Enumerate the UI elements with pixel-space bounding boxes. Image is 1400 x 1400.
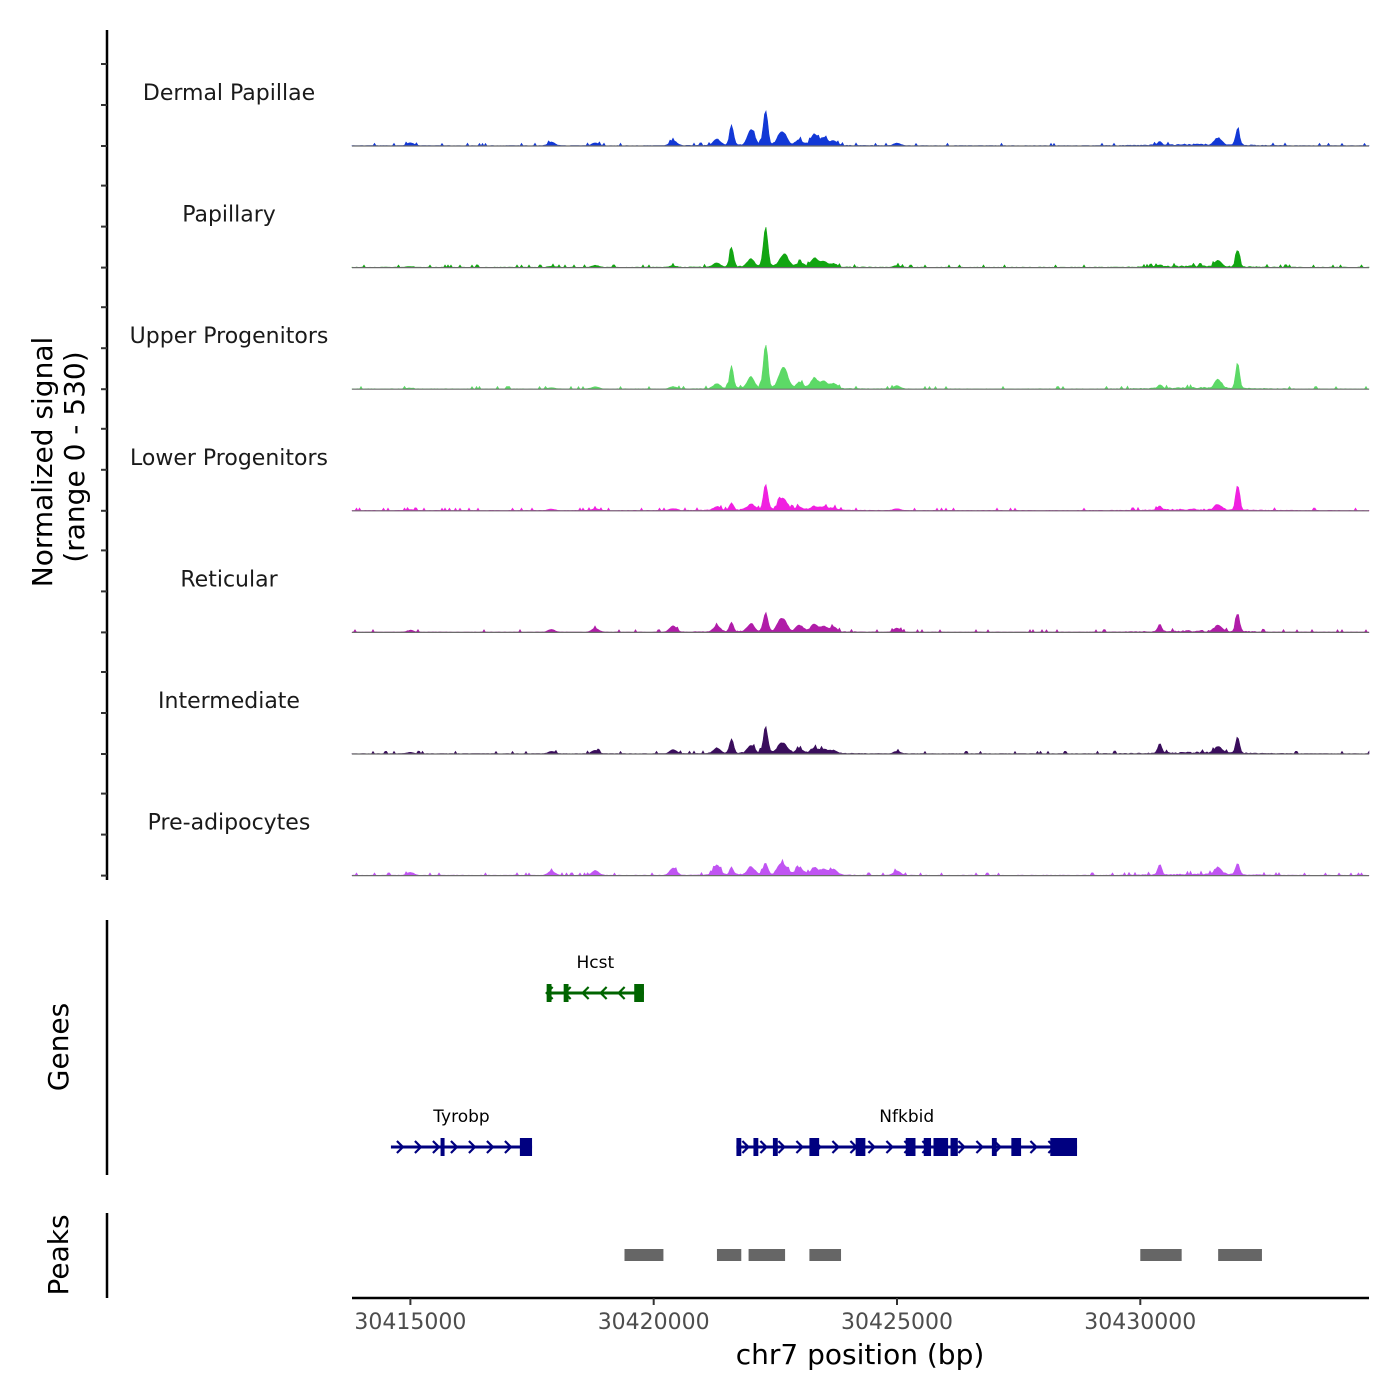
signal-area: [351, 483, 1370, 512]
strand-arrow: [581, 986, 590, 1000]
exon: [991, 1138, 997, 1156]
peak-track-title: Peaks: [42, 1214, 75, 1295]
strand-arrow: [795, 1140, 804, 1154]
y-axis-title: Normalized signal: [26, 337, 59, 588]
signal-area: [351, 611, 1370, 633]
track-5: Reticular: [180, 567, 1370, 634]
strand-arrow: [414, 1140, 423, 1154]
strand-arrow: [1029, 1140, 1038, 1154]
gene-hcst: Hcst: [545, 953, 644, 1002]
peak-region: [1218, 1249, 1262, 1261]
x-axis-title: chr7 position (bp): [736, 1338, 985, 1371]
peak-region: [716, 1249, 742, 1261]
signal-area: [351, 227, 1370, 268]
x-axis: 30415000 30420000 30425000 30430000: [352, 1296, 1369, 1335]
signal-area: [351, 858, 1370, 876]
strand-arrow: [885, 1140, 894, 1154]
exon: [855, 1138, 866, 1156]
strand-arrow: [741, 1140, 750, 1154]
strand-arrow: [957, 1140, 966, 1154]
track-label: Reticular: [180, 567, 278, 592]
peak-region: [809, 1249, 842, 1261]
gene-track: Genes Hcst Tyrobp Nfkbid: [42, 920, 1078, 1175]
strand-arrow: [468, 1140, 477, 1154]
exon: [933, 1138, 949, 1156]
peak-region: [748, 1249, 786, 1261]
exon: [563, 984, 569, 1002]
strand-arrow: [831, 1140, 840, 1154]
exon: [634, 984, 644, 1002]
signal-area: [351, 345, 1370, 390]
exon: [950, 1138, 958, 1156]
signal-area: [351, 725, 1370, 755]
exon: [546, 984, 552, 1002]
x-tick-label: 30415000: [354, 1310, 466, 1335]
track-label: Pre-adipocytes: [148, 811, 311, 836]
exon: [1050, 1138, 1078, 1156]
exon: [772, 1138, 778, 1156]
gene-label: Hcst: [576, 953, 614, 973]
gene-track-title: Genes: [42, 1003, 75, 1091]
signal-axis-ticks: [101, 63, 107, 877]
exon: [1011, 1138, 1022, 1156]
signal-y-axis: [101, 30, 109, 880]
track-label: Papillary: [182, 203, 276, 228]
peak-region: [624, 1249, 664, 1261]
x-tick-label: 30425000: [841, 1310, 953, 1335]
signal-tracks: Dermal Papillae Papillary Upper Progenitor…: [130, 81, 1370, 877]
track-7: Pre-adipocytes: [148, 811, 1370, 877]
strand-arrow: [396, 1140, 405, 1154]
exon: [736, 1138, 742, 1156]
strand-arrow: [599, 986, 608, 1000]
peak-track: Peaks: [42, 1213, 1262, 1298]
track-6: Intermediate: [158, 689, 1370, 755]
track-4: Lower Progenitors: [130, 446, 1370, 512]
gene-label: Nfkbid: [879, 1107, 934, 1127]
track-label: Upper Progenitors: [130, 324, 329, 349]
exon: [905, 1138, 916, 1156]
x-tick-label: 30420000: [598, 1310, 710, 1335]
exon: [753, 1138, 759, 1156]
strand-arrow: [975, 1140, 984, 1154]
gene-tyrobp: Tyrobp: [390, 1107, 533, 1156]
strand-arrow: [504, 1140, 513, 1154]
track-1: Dermal Papillae: [143, 81, 1370, 147]
track-2: Papillary: [182, 203, 1370, 269]
track-3: Upper Progenitors: [130, 324, 1370, 390]
gene-label: Tyrobp: [432, 1107, 489, 1127]
strand-arrow: [617, 986, 626, 1000]
strand-arrow: [432, 1140, 441, 1154]
x-tick-label: 30430000: [1084, 1310, 1196, 1335]
gene-nfkbid: Nfkbid: [736, 1107, 1078, 1156]
strand-arrow: [759, 1140, 768, 1154]
track-label: Intermediate: [158, 689, 300, 714]
strand-arrow: [486, 1140, 495, 1154]
exon: [923, 1138, 932, 1156]
exon: [809, 1138, 820, 1156]
signal-area: [351, 109, 1370, 147]
y-axis-subtitle: (range 0 - 530): [58, 351, 91, 562]
track-label: Dermal Papillae: [143, 81, 315, 106]
strand-arrow: [450, 1140, 459, 1154]
track-label: Lower Progenitors: [130, 446, 328, 471]
exon: [440, 1138, 445, 1156]
exon: [519, 1138, 533, 1156]
peak-region: [1140, 1249, 1182, 1261]
strand-arrow: [867, 1140, 876, 1154]
strand-arrow: [777, 1140, 786, 1154]
